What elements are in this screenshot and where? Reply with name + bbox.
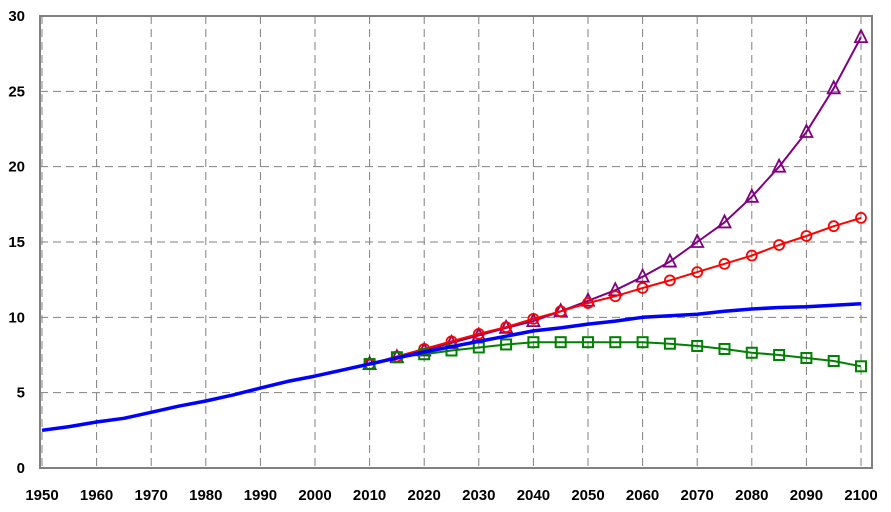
data-point [554,305,567,318]
y-tick-label: 10 [8,309,25,326]
data-point [853,28,869,43]
data-point [745,249,758,262]
data-point [771,157,787,173]
data-point [744,187,760,203]
series-group [41,28,869,433]
data-point [691,339,704,352]
series-low [363,336,867,373]
data-point [472,328,485,340]
data-point [827,355,840,368]
data-point [798,123,814,138]
x-tick-label: 1970 [135,487,168,504]
grid-lines [40,16,872,468]
x-tick-label: 2040 [517,487,550,504]
y-tick-label: 25 [8,83,25,100]
data-point [554,336,567,349]
data-point [689,232,705,248]
data-point [800,352,813,365]
series-line [369,36,862,365]
series-line [369,341,862,368]
data-point [691,266,704,279]
x-tick-label: 2060 [626,487,659,504]
data-point [718,257,731,270]
data-point [773,239,785,251]
x-tick-label: 2000 [298,487,331,504]
data-point [662,252,678,268]
data-point [773,349,786,361]
x-tick-label: 2100 [844,487,877,504]
series-line [41,302,862,433]
data-point [717,213,732,229]
x-tick-label: 2010 [353,487,386,504]
x-tick-label: 1990 [244,487,277,504]
series-high [362,28,869,370]
x-tick-label: 2090 [790,487,823,504]
x-tick-label: 1960 [80,487,113,504]
y-tick-label: 0 [17,460,25,477]
data-point [664,274,676,287]
data-point [826,79,842,95]
data-point [500,321,513,334]
x-tick-label: 2020 [408,487,441,504]
data-point [500,338,513,351]
plot-frame [39,15,873,469]
y-axis-ticks: 0 5 10 15 20 25 30 [8,8,25,477]
data-point [718,342,731,355]
y-tick-label: 30 [8,8,25,25]
x-tick-label: 2050 [571,487,604,504]
y-tick-label: 20 [8,159,25,176]
y-tick-label: 5 [17,385,25,402]
x-tick-label: 1950 [25,487,58,504]
data-point [582,297,594,309]
series-medium [41,302,862,433]
data-point [635,267,651,283]
data-point [527,336,540,349]
y-tick-label: 15 [8,234,25,251]
data-point [663,337,676,350]
series-line [369,216,862,365]
data-point [527,312,540,325]
data-point [636,336,649,349]
x-tick-label: 2030 [462,487,495,504]
x-tick-label: 2070 [681,487,714,504]
x-tick-label: 2080 [735,487,768,504]
x-axis-ticks: 1950 1960 1970 1980 1990 2000 2010 2020 2030 2040… [25,487,877,504]
data-point [855,211,867,224]
data-point [745,346,758,359]
data-point [609,290,622,303]
x-tick-label: 1980 [189,487,222,504]
data-point [582,336,594,349]
data-point [609,336,622,349]
series-medium-high [363,211,867,370]
data-point [636,282,649,294]
data-point [855,360,867,373]
data-point [827,220,840,233]
data-point [800,230,813,242]
